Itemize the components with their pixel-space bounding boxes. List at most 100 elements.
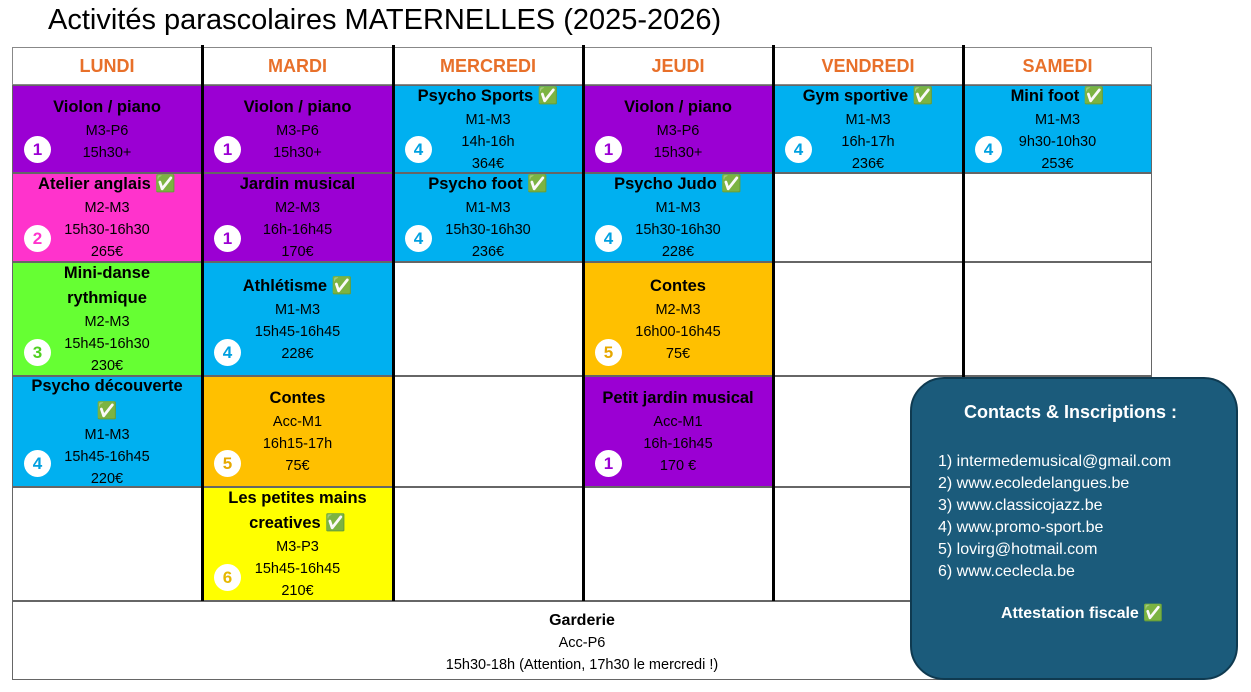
activity-title: Mini-danse rythmique [63,264,151,307]
column-divider [962,45,965,602]
activity-cell: Contes Acc-M1 16h15-17h 75€ 5 [202,376,393,487]
day-header: MERCREDI [393,47,583,85]
activity-time: 16h00-16h45 [635,323,721,340]
activity-title: Les petites mains creatives ✅ [228,489,367,532]
contact-line: 6) www.ceclecla.be [938,563,1075,580]
provider-badge: 2 [24,225,51,252]
activity-cell: Violon / piano M3-P6 15h30+ 1 [583,85,773,173]
activity-title: Jardin musical [239,175,356,193]
activity-price: 75€ [285,458,310,474]
contact-line: 5) lovirg@hotmail.com [938,541,1098,558]
empty-cell [583,487,773,601]
empty-cell [12,487,202,601]
activity-title: Violon / piano [243,97,352,116]
activity-time: 15h45-16h30 [64,336,150,352]
provider-badge: 1 [595,136,622,163]
day-header: VENDREDI [773,47,963,85]
empty-cell [393,487,583,601]
activity-price: 236€ [851,155,885,172]
activity-price: 220€ [90,470,124,487]
day-header: MARDI [202,47,393,85]
contacts-title: Contacts & Inscriptions : [964,402,1178,422]
garderie-level: Acc-P6 [558,635,606,651]
day-header: LUNDI [12,47,202,85]
empty-cell [963,262,1152,376]
provider-badge: 5 [214,450,241,477]
column-divider [392,45,395,602]
activity-title: Violon / piano [624,97,732,116]
activity-level: M3-P3 [276,539,319,555]
garderie: Garderie Acc-P6 15h30-18h (Attention, 17… [12,601,1152,680]
activity-cell: Violon / piano M3-P6 15h30+ 1 [12,85,202,173]
activity-level: M1-M3 [1034,111,1081,128]
activity-price: 230€ [90,358,124,374]
activity-time: 15h45-16h45 [254,561,341,577]
provider-badge: 1 [214,136,241,163]
provider-badge: 1 [24,136,51,163]
activity-cell: Les petites mains creatives ✅ M3-P3 15h45-… [202,487,393,601]
activity-price: 228€ [281,345,314,362]
empty-cell [393,262,583,376]
activity-cell: Jardin musical M2-M3 16h-16h45 170€ 1 [202,173,393,262]
activity-title: Contes [650,276,706,295]
activity-time: 15h30-16h30 [445,222,531,238]
activity-cell: Psycho Judo ✅ M1-M3 15h30-16h30 228€ 4 [583,173,773,262]
activity-title: Gym sportive ✅ [802,86,934,105]
activity-time: 9h30-10h30 [1018,133,1097,150]
contacts-note: Attestation fiscale ✅ [1001,605,1164,622]
activity-time: 16h-16h45 [262,222,333,238]
activity-title: Atelier anglais ✅ [38,175,176,193]
activity-time: 15h30-16h30 [64,222,150,238]
provider-badge: 4 [214,339,241,366]
activity-time: 15h30-16h30 [635,222,721,238]
provider-badge: 6 [214,564,241,591]
activity-price: 364€ [471,155,505,172]
day-header: SAMEDI [963,47,1152,85]
activity-title: Athlétisme ✅ [242,276,353,295]
activity-title: Petit jardin musical [602,389,754,407]
activity-title: Violon / piano [53,97,161,116]
contact-line: 4) www.promo-sport.be [938,519,1104,536]
activity-cell: Mini-danse rythmique M2-M3 15h45-16h30 230€… [12,262,202,376]
contacts-list: 1) intermedemusical@gmail.com 2) www.ecol… [938,451,1236,583]
contacts-box: Contacts & Inscriptions : 1) intermedemu… [910,377,1238,680]
provider-badge: 1 [595,450,622,477]
activity-level: Acc-M1 [653,414,703,430]
garderie-time: 15h30-18h (Attention, 17h30 le mercredi … [445,657,719,673]
activity-price: 170€ [281,244,314,260]
activity-cell: Psycho Sports ✅ M1-M3 14h-16h 364€ 4 [393,85,583,173]
activity-level: M1-M3 [465,111,511,128]
activity-cell: Psycho foot ✅ M1-M3 15h30-16h30 236€ 4 [393,173,583,262]
activity-title: Mini foot ✅ [1010,86,1105,105]
activity-price: 170 € [659,458,697,474]
contact-line: 3) www.classicojazz.be [938,497,1103,514]
contact-line: 1) intermedemusical@gmail.com [938,453,1172,470]
activity-time: 15h45-16h45 [64,448,150,465]
activity-time: 15h30+ [82,144,132,161]
activity-level: M1-M3 [274,301,321,318]
contact-line: 2) www.ecoledelangues.be [938,475,1130,492]
activity-level: M2-M3 [84,200,130,216]
day-header: JEUDI [583,47,773,85]
column-divider [772,45,775,602]
activity-price: 210€ [281,583,314,599]
activity-cell: Petit jardin musical Acc-M1 16h-16h45 170 €… [583,376,773,487]
activity-cell: Contes M2-M3 16h00-16h45 75€ 5 [583,262,773,376]
empty-cell [773,173,963,262]
activity-time: 15h45-16h45 [254,323,341,340]
empty-cell [393,376,583,487]
activity-level: M1-M3 [845,111,891,128]
column-divider [201,45,204,602]
empty-cell [773,262,963,376]
activity-price: 236€ [471,244,505,260]
provider-badge: 4 [24,450,51,477]
activity-level: M1-M3 [655,200,701,216]
activity-time: 15h30+ [273,144,322,161]
provider-badge: 3 [24,339,51,366]
activity-time: 16h15-17h [262,436,333,452]
provider-badge: 5 [595,339,622,366]
activity-level: M2-M3 [274,200,321,216]
provider-badge: 4 [975,136,1002,163]
activity-level: M1-M3 [84,426,130,443]
